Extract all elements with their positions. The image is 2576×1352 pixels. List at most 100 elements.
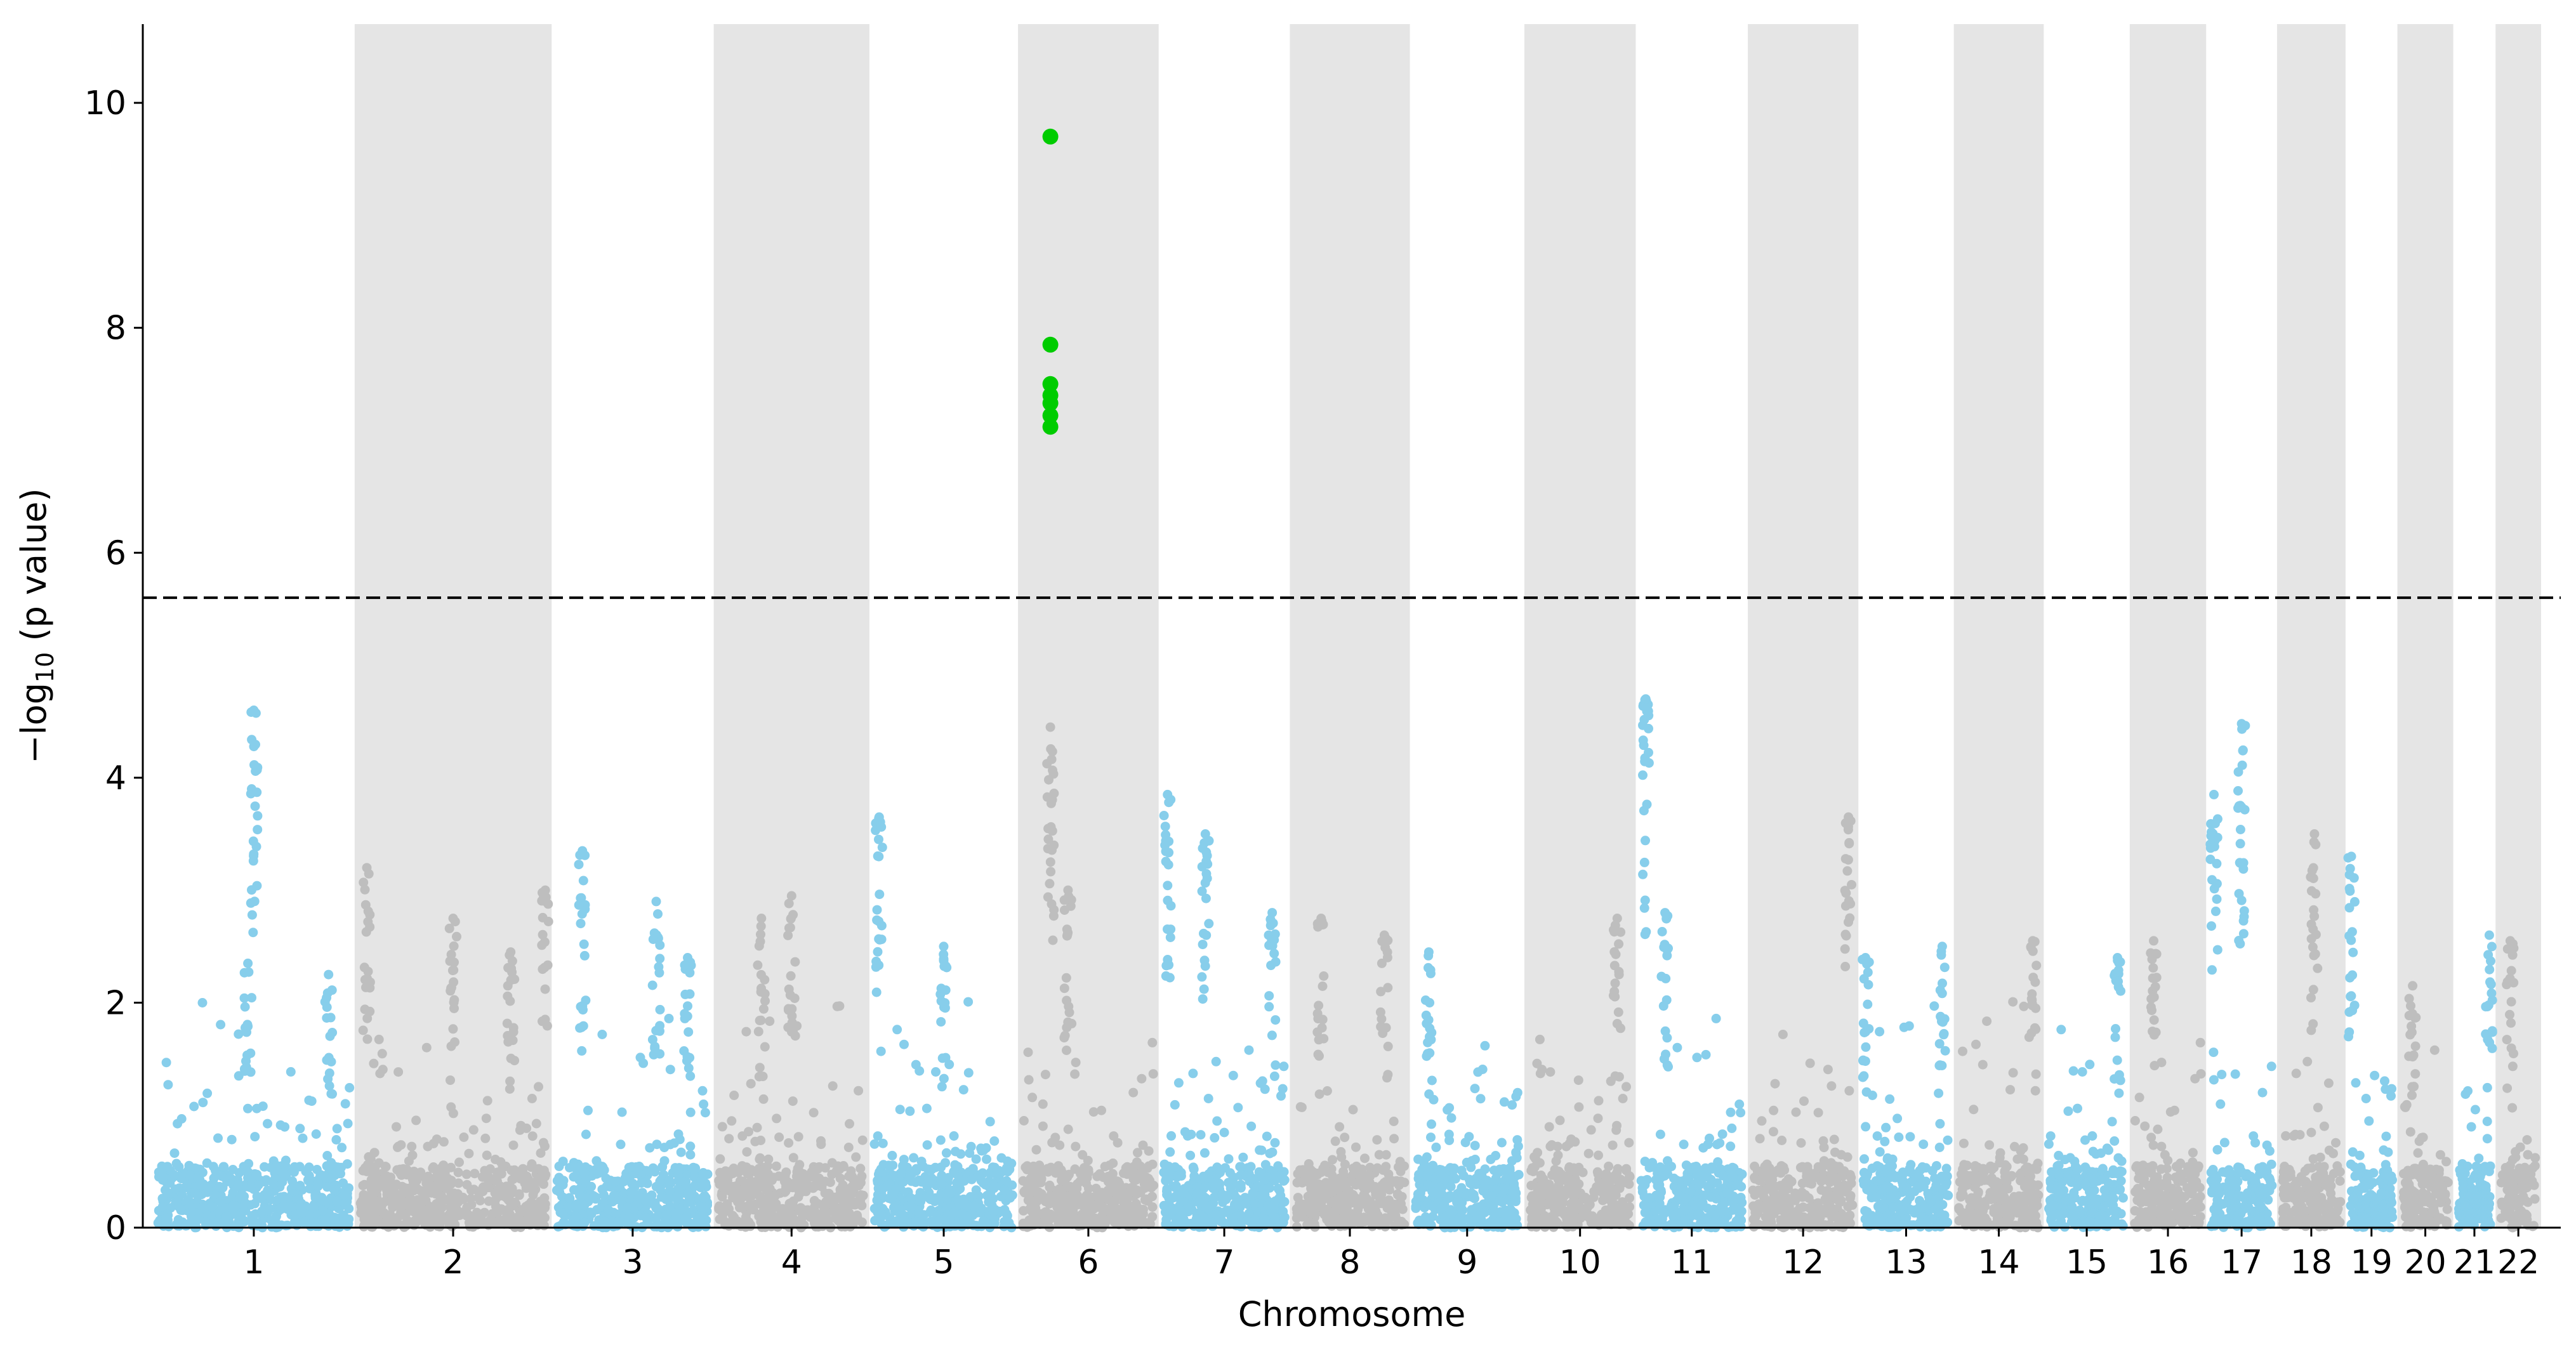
snp-point [781,1181,791,1191]
snp-point [569,1172,579,1182]
snp-point [949,1131,959,1141]
snp-point [1456,1202,1466,1212]
snp-point [783,1218,793,1228]
snp-point [737,1193,747,1203]
snp-point [1165,1209,1175,1218]
snp-point [1509,1179,1519,1189]
snp-point [1710,1210,1720,1220]
snp-point [176,1114,187,1124]
snp-point [923,1177,934,1187]
snp-point [1389,1117,1399,1126]
snp-point [340,1190,350,1200]
snp-point [409,1166,419,1176]
snp-point [333,1162,343,1172]
snp-point [304,1162,314,1172]
snp-point [771,1161,781,1171]
snp-point [892,1216,902,1226]
snp-point [826,1194,836,1204]
snp-point [828,1081,838,1091]
snp-point [1149,1181,1159,1190]
snp-point [1216,1217,1226,1226]
snp-point [824,1215,834,1225]
snp-point [697,1086,708,1096]
snp-point [659,1143,670,1153]
snp-point [1757,1116,1767,1126]
snp-point [1727,1123,1737,1133]
snp-point [1128,1087,1139,1098]
snp-point [1817,1162,1827,1172]
snp-point [1070,1216,1080,1226]
snp-point [1905,1167,1915,1177]
snp-point [958,1085,968,1095]
snp-point [268,1179,279,1189]
snp-point [332,1124,342,1134]
snp-point [760,1167,770,1178]
snp-point [611,1177,621,1186]
snp-point [1726,1107,1736,1117]
snp-point [1681,1193,1691,1204]
snp-point [1919,1139,1929,1150]
snp-point [187,1206,197,1216]
snp-point [526,1162,536,1172]
snp-point [1170,1099,1180,1110]
snp-point [1147,1159,1158,1169]
snp-point [378,1065,388,1075]
snp-point [1083,1166,1093,1176]
snp-point [742,1147,752,1157]
snp-point [1443,1105,1453,1115]
snp-point [304,1171,314,1181]
snp-point [767,1175,777,1185]
snp-point [1479,1207,1489,1217]
snp-point [971,1185,981,1195]
snp-point [1569,1194,1579,1204]
snp-point [286,1067,296,1077]
chromosome-band-18 [2276,24,2346,1228]
snp-point [1470,1084,1480,1094]
snp-point [221,1203,231,1213]
snp-point [662,1210,672,1220]
snp-point [786,1203,796,1213]
snp-point [1885,1094,1895,1104]
snp-point [486,1219,496,1229]
snp-point [527,1131,538,1141]
snp-point [377,1175,387,1185]
snp-point [411,1115,421,1126]
snp-point [1175,1211,1185,1221]
snp-point [1024,1075,1034,1085]
snp-point [1328,1211,1338,1221]
snp-point [1829,1134,1839,1145]
snp-point [1755,1134,1765,1144]
snp-point [1557,1186,1568,1196]
snp-point [382,1212,392,1223]
snp-point [479,1207,489,1217]
snp-point [1470,1155,1480,1164]
snp-point [189,1101,199,1112]
snp-point [1446,1181,1456,1191]
snp-point [762,1194,771,1204]
snp-point [1365,1162,1375,1172]
snp-point [1754,1185,1764,1195]
snp-point [1228,1070,1238,1080]
snp-point [1465,1178,1476,1188]
snp-point [311,1129,321,1139]
snp-point [534,1082,543,1092]
snp-point [951,1146,960,1157]
snp-point [1943,1190,1953,1200]
snp-point [289,1167,299,1177]
snp-point [1934,1143,1945,1152]
snp-point [1180,1127,1190,1137]
snp-point [784,1138,794,1148]
snp-point [835,1164,845,1174]
snp-point [684,1195,694,1205]
snp-point [1511,1091,1521,1101]
snp-point [1880,1136,1890,1146]
snp-point [1030,1200,1040,1210]
snp-point [720,1185,730,1195]
snp-point [1659,1209,1669,1219]
snp-point [464,1217,474,1228]
snp-point [1715,1138,1725,1148]
snp-point [173,1215,183,1224]
snp-point [1936,1171,1946,1181]
snp-point [1389,1134,1399,1144]
snp-point [1655,1129,1665,1139]
